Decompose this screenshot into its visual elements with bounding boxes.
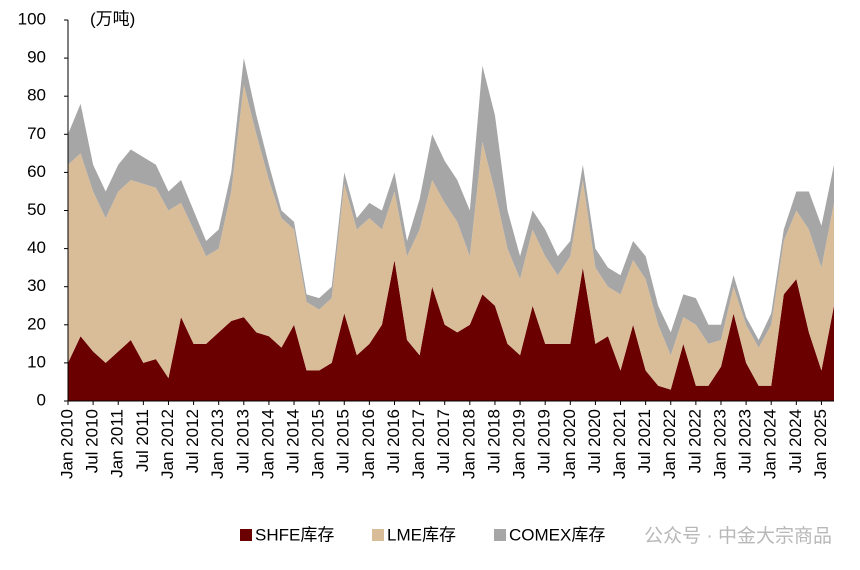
legend-label: SHFE库存 [255, 525, 334, 544]
x-tick-label: Jul 2021 [635, 409, 654, 473]
x-tick-label: Jan 2015 [309, 409, 328, 479]
x-tick-label: Jul 2010 [83, 409, 102, 473]
area [68, 58, 834, 356]
x-tick-label: Jul 2011 [133, 409, 152, 472]
x-tick-label: Jan 2012 [158, 409, 177, 479]
x-tick-label: Jan 2025 [811, 409, 830, 479]
legend-label: LME库存 [387, 525, 456, 544]
y-tick-label: 80 [27, 86, 46, 105]
y-tick-label: 20 [27, 314, 46, 333]
x-tick-label: Jan 2017 [409, 409, 428, 479]
y-tick-label: 70 [27, 124, 46, 143]
legend-swatch [494, 529, 506, 541]
unit-label: (万吨) [90, 9, 135, 28]
x-tick-label: Jan 2011 [108, 409, 127, 478]
y-tick-label: 40 [27, 238, 46, 257]
x-tick-label: Jan 2014 [258, 409, 277, 479]
x-tick-label: Jul 2020 [585, 409, 604, 473]
x-tick-label: Jul 2019 [535, 409, 554, 473]
x-tick-label: Jan 2019 [510, 409, 529, 479]
y-tick-label: 100 [18, 9, 46, 28]
x-tick-label: Jan 2023 [710, 409, 729, 479]
x-tick-label: Jan 2016 [359, 409, 378, 479]
y-tick-label: 60 [27, 162, 46, 181]
x-tick-label: Jan 2022 [660, 409, 679, 479]
x-tick-label: Jul 2018 [484, 409, 503, 473]
x-tick-label: Jul 2022 [685, 409, 704, 473]
area [68, 84, 834, 390]
watermark: 公众号 · 中金大宗商品 [644, 525, 832, 547]
x-tick-label: Jul 2012 [183, 409, 202, 473]
x-tick-label: Jul 2017 [434, 409, 453, 473]
x-tick-label: Jul 2024 [786, 409, 805, 473]
area [68, 260, 834, 401]
x-tick-label: Jan 2021 [610, 409, 629, 479]
x-tick-label: Jan 2024 [761, 409, 780, 479]
x-tick-label: Jan 2013 [208, 409, 227, 479]
y-tick-label: 50 [27, 200, 46, 219]
legend-swatch [240, 529, 252, 541]
x-tick-label: Jul 2014 [284, 409, 303, 473]
y-tick-label: 0 [37, 390, 46, 409]
x-tick-label: Jul 2023 [736, 409, 755, 473]
y-tick-label: 10 [27, 352, 46, 371]
y-tick-label: 90 [27, 48, 46, 67]
x-tick-label: Jul 2016 [384, 409, 403, 473]
x-tick-label: Jan 2020 [560, 409, 579, 479]
x-tick-label: Jan 2018 [459, 409, 478, 479]
x-tick-label: Jan 2010 [57, 409, 76, 479]
x-tick-label: Jul 2013 [233, 409, 252, 473]
legend-label: COMEX库存 [509, 525, 605, 544]
x-tick-label: Jul 2015 [334, 409, 353, 473]
legend-swatch [372, 529, 384, 541]
y-tick-label: 30 [27, 276, 46, 295]
